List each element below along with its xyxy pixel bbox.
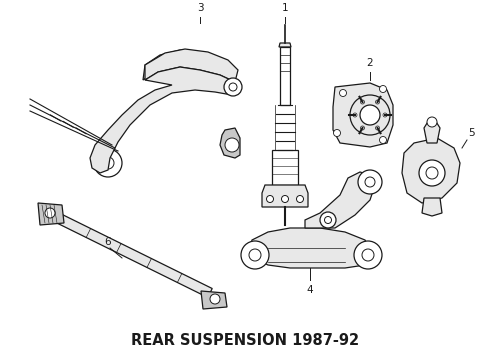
Circle shape bbox=[281, 195, 289, 202]
Circle shape bbox=[361, 126, 365, 130]
Circle shape bbox=[340, 90, 346, 96]
Text: 5: 5 bbox=[468, 128, 475, 138]
Circle shape bbox=[296, 195, 303, 202]
Polygon shape bbox=[262, 185, 308, 207]
Polygon shape bbox=[248, 228, 372, 268]
Circle shape bbox=[324, 216, 332, 224]
Polygon shape bbox=[305, 172, 375, 228]
Polygon shape bbox=[402, 138, 460, 203]
Circle shape bbox=[427, 117, 437, 127]
Polygon shape bbox=[272, 150, 298, 185]
Circle shape bbox=[334, 130, 341, 136]
Circle shape bbox=[379, 85, 387, 93]
Circle shape bbox=[241, 241, 269, 269]
Polygon shape bbox=[280, 47, 290, 105]
Text: REAR SUSPENSION 1987-92: REAR SUSPENSION 1987-92 bbox=[131, 333, 359, 348]
Circle shape bbox=[362, 249, 374, 261]
Circle shape bbox=[94, 149, 122, 177]
Text: 3: 3 bbox=[196, 3, 203, 13]
Circle shape bbox=[224, 78, 242, 96]
Circle shape bbox=[375, 100, 379, 104]
Polygon shape bbox=[333, 83, 393, 147]
Polygon shape bbox=[220, 128, 240, 158]
Circle shape bbox=[320, 212, 336, 228]
Polygon shape bbox=[90, 67, 235, 173]
Polygon shape bbox=[422, 198, 442, 216]
Polygon shape bbox=[145, 49, 238, 82]
Circle shape bbox=[350, 95, 390, 135]
Text: 4: 4 bbox=[307, 285, 313, 295]
Circle shape bbox=[210, 294, 220, 304]
Circle shape bbox=[419, 160, 445, 186]
Circle shape bbox=[225, 138, 239, 152]
Text: 6: 6 bbox=[105, 237, 111, 247]
Polygon shape bbox=[56, 213, 212, 297]
Circle shape bbox=[45, 208, 55, 218]
Circle shape bbox=[383, 113, 387, 117]
Text: 1: 1 bbox=[282, 3, 288, 13]
Circle shape bbox=[267, 195, 273, 202]
Text: 2: 2 bbox=[367, 58, 373, 68]
Polygon shape bbox=[279, 43, 291, 47]
Circle shape bbox=[102, 157, 114, 169]
Polygon shape bbox=[143, 50, 235, 82]
Circle shape bbox=[360, 105, 380, 125]
Circle shape bbox=[426, 167, 438, 179]
Circle shape bbox=[354, 241, 382, 269]
Circle shape bbox=[353, 113, 357, 117]
Circle shape bbox=[361, 100, 365, 104]
Circle shape bbox=[249, 249, 261, 261]
Circle shape bbox=[358, 170, 382, 194]
Polygon shape bbox=[424, 120, 440, 143]
Circle shape bbox=[379, 136, 387, 144]
Circle shape bbox=[229, 83, 237, 91]
Polygon shape bbox=[38, 203, 64, 225]
Circle shape bbox=[375, 126, 379, 130]
Polygon shape bbox=[201, 291, 227, 309]
Circle shape bbox=[365, 177, 375, 187]
